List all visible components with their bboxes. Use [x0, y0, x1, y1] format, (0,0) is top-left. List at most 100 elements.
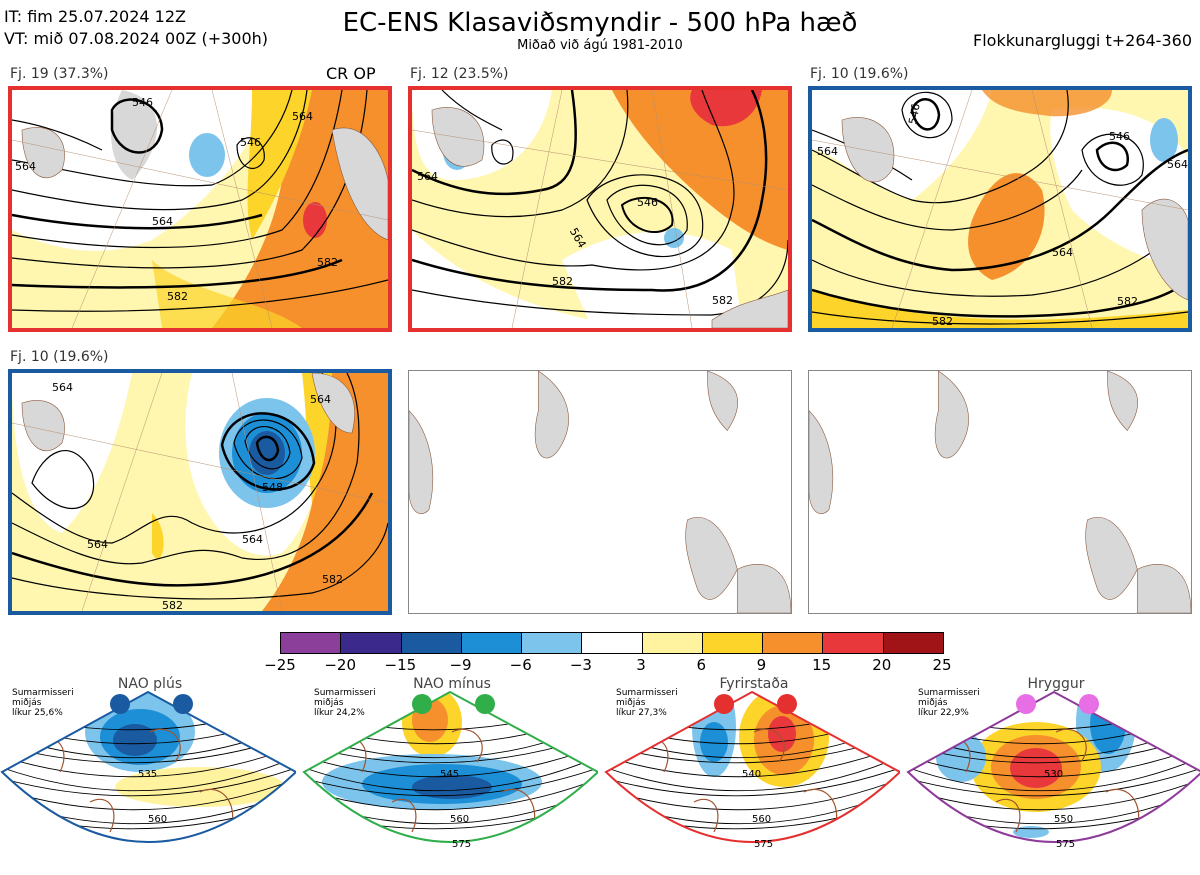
contour-label: 564 [1167, 158, 1188, 171]
coastline [643, 728, 838, 833]
cluster-map-3: 546 546 564 582 582 564 564 [808, 86, 1192, 332]
page-title: EC-ENS Klasaviðsmyndir - 500 hPa hæð [342, 8, 858, 38]
page-subtitle: Miðað við ágú 1981-2010 [517, 38, 683, 53]
regime-border [302, 690, 600, 843]
contour-label: 564 [152, 215, 173, 228]
contour-label: 582 [317, 256, 338, 269]
anomaly-blob [768, 716, 796, 752]
height-contour [304, 745, 598, 778]
panel-1-label: Fj. 19 (37.3%) [10, 66, 109, 82]
height-contour [2, 778, 296, 811]
colorbar-swatch [823, 633, 884, 653]
regime-contour-label: 545 [440, 769, 459, 780]
regime-contour-label: 560 [752, 814, 771, 825]
contour-label: 582 [1117, 295, 1138, 308]
anomaly-blob [115, 767, 285, 807]
regime-panel: 545 560 575 NAO mínus Sumarmisseri miðjás líku… [302, 672, 600, 871]
contour-label: 546 [132, 96, 153, 109]
regime-map: 540 560 575 [604, 690, 902, 850]
regime-marker-dot [412, 694, 432, 714]
regime-marker-dot [475, 694, 495, 714]
regime-contour-label: 575 [1056, 839, 1075, 850]
regime-contour-label: 540 [742, 769, 761, 780]
height-contour [606, 767, 900, 797]
regime-season: Sumarmisseri [12, 688, 74, 698]
contour-label: 546 [1109, 130, 1130, 143]
regime-mean: miðjás [918, 698, 948, 708]
regime-info: Sumarmisseri miðjás líkur 24,2% [314, 688, 376, 718]
height-contour [908, 767, 1200, 797]
contour-label: 564 [417, 170, 438, 183]
height-contour [2, 756, 296, 792]
panel-1-extra: CR OP [326, 64, 376, 83]
classification-window: Flokkunargluggi t+264-360 [973, 31, 1192, 50]
colorbar-tick-label: 6 [696, 656, 707, 674]
coastline [39, 728, 234, 833]
contour-label: 564 [817, 145, 838, 158]
colorbar-tick-label: −20 [324, 656, 356, 674]
contour-label: 564 [15, 160, 36, 173]
header-info: IT: fim 25.07.2024 12Z VT: mið 07.08.202… [4, 6, 268, 50]
regime-marker-dot [110, 694, 130, 714]
regime-panel: 535 560 NAO plús Sumarmisseri miðjás líkur 25… [0, 672, 298, 871]
regime-border [604, 690, 902, 843]
cluster-map-4: 548 564 564 582 582 564 564 [8, 369, 392, 615]
contour-label: 564 [292, 110, 313, 123]
colorbar-swatch [461, 633, 523, 653]
regime-title: Fyrirstaða [719, 676, 789, 692]
cluster-map-1: 546 546 564 582 582 564 564 [8, 86, 392, 332]
regime-prob: líkur 25,6% [12, 708, 63, 718]
contour-label: 546 [906, 103, 922, 126]
regime-marker-dot [777, 694, 797, 714]
regime-map: 545 560 575 [302, 690, 600, 850]
regime-marker-dot [1016, 694, 1036, 714]
regime-season: Sumarmisseri [314, 688, 376, 698]
regime-contour-label: 575 [754, 839, 773, 850]
regime-contour-label: 530 [1044, 769, 1063, 780]
regime-prob: líkur 22,9% [918, 708, 969, 718]
colorbar-tick-label: −9 [449, 656, 472, 674]
regime-marker-dot [714, 694, 734, 714]
height-contour [606, 778, 900, 811]
contour-label: 582 [167, 290, 188, 303]
contour-label: 564 [1052, 246, 1073, 259]
colorbar-swatch [642, 633, 703, 653]
anomaly-blob [113, 724, 157, 756]
panel-3-label: Fj. 10 (19.6%) [810, 66, 909, 82]
contour-label: 564 [52, 381, 73, 394]
height-contour [304, 756, 598, 792]
height-contour [2, 767, 296, 797]
contour-label: 548 [262, 481, 283, 494]
coastline [341, 728, 536, 833]
colorbar-swatch [401, 633, 462, 653]
empty-map-5 [408, 370, 792, 614]
colorbar-swatch [582, 633, 643, 653]
regime-marker-dot [1079, 694, 1099, 714]
regime-mean: miðjás [12, 698, 42, 708]
regime-prob: líkur 24,2% [314, 708, 365, 718]
empty-map-6 [808, 370, 1192, 614]
height-contour [606, 745, 900, 778]
regime-map: 535 560 [0, 690, 298, 843]
colorbar-swatch [702, 633, 764, 653]
valid-time: VT: mið 07.08.2024 00Z (+300h) [4, 29, 269, 48]
regime-info: Sumarmisseri miðjás líkur 22,9% [918, 688, 980, 718]
height-contour [908, 745, 1200, 778]
panel-4-label: Fj. 10 (19.6%) [10, 349, 109, 365]
contour-label: 582 [162, 599, 183, 611]
colorbar-tick-label: 3 [636, 656, 646, 674]
colorbar-tick-label: 25 [932, 656, 952, 674]
contour-label: 582 [552, 275, 573, 288]
colorbar-swatch [763, 633, 824, 653]
regime-panel: 540 560 575 Fyrirstaða Sumarmisseri miðjás lík… [604, 672, 902, 871]
colorbar-tick-label: −6 [509, 656, 532, 674]
contour-label: 564 [242, 533, 263, 546]
regime-prob: líkur 27,3% [616, 708, 667, 718]
height-contour [908, 778, 1200, 811]
colorbar-tick-label: −25 [264, 656, 296, 674]
colorbar-tick-label: −15 [384, 656, 417, 674]
regime-title: NAO plús [117, 676, 183, 692]
colorbar-tick-label: 20 [872, 656, 892, 674]
regime-border [906, 690, 1200, 843]
colorbar-tick-label: 9 [756, 656, 767, 674]
